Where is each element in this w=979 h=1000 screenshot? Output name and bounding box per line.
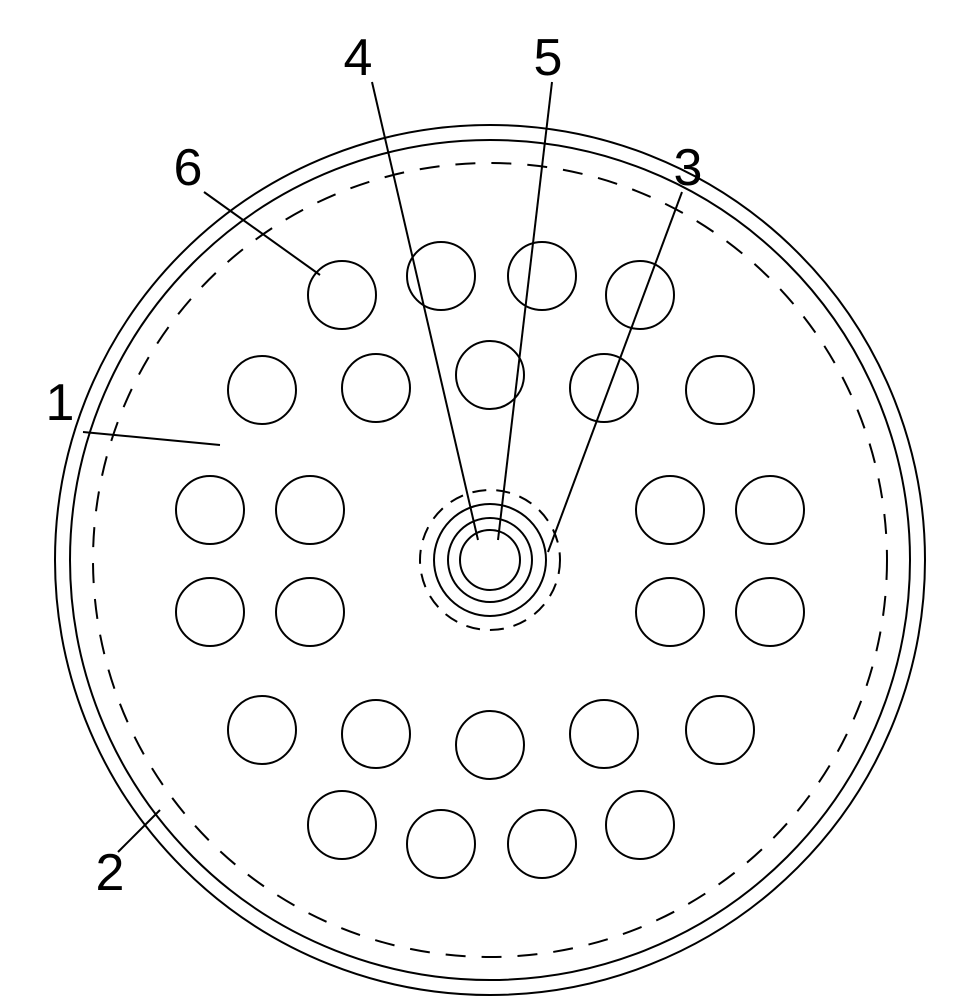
label-4: 4 — [344, 29, 373, 87]
label-1: 1 — [46, 374, 75, 432]
hole-circle — [686, 696, 754, 764]
hole-circle — [308, 261, 376, 329]
hole-circle — [276, 476, 344, 544]
label-5: 5 — [534, 29, 563, 87]
hole-circle — [342, 354, 410, 422]
hole-circle — [407, 810, 475, 878]
diagram-container: 1 2 3 4 5 6 — [0, 0, 979, 1000]
leader-line-3 — [548, 192, 682, 552]
hole-circle — [456, 711, 524, 779]
hole-circle — [736, 578, 804, 646]
label-3: 3 — [674, 139, 703, 197]
hole-circle — [736, 476, 804, 544]
hole-circle — [686, 356, 754, 424]
hole-circle — [308, 791, 376, 859]
hole-circle — [508, 810, 576, 878]
large-dashed-circle — [93, 163, 887, 957]
hole-circle — [606, 261, 674, 329]
hole-circle — [176, 476, 244, 544]
hole-circle — [570, 354, 638, 422]
outer-rim-circle — [55, 125, 925, 995]
hole-circle — [636, 578, 704, 646]
hole-circle — [606, 791, 674, 859]
leader-line-1 — [83, 432, 220, 445]
leader-line-4 — [372, 82, 478, 540]
label-2: 2 — [96, 844, 125, 902]
hub-inner-circle — [460, 530, 520, 590]
hole-circle — [176, 578, 244, 646]
engineering-diagram: 1 2 3 4 5 6 — [0, 0, 979, 1000]
leader-line-6 — [204, 192, 320, 275]
hole-circle — [570, 700, 638, 768]
hole-circle — [342, 700, 410, 768]
leader-line-5 — [498, 82, 552, 540]
hole-circle — [228, 356, 296, 424]
hole-circle — [276, 578, 344, 646]
hub-outer-circle — [434, 504, 546, 616]
outer-rim-inner-circle — [70, 140, 910, 980]
hub-dashed-circle — [420, 490, 560, 630]
label-6: 6 — [174, 139, 203, 197]
hole-circle — [636, 476, 704, 544]
hole-circle — [228, 696, 296, 764]
hole-circle — [508, 242, 576, 310]
